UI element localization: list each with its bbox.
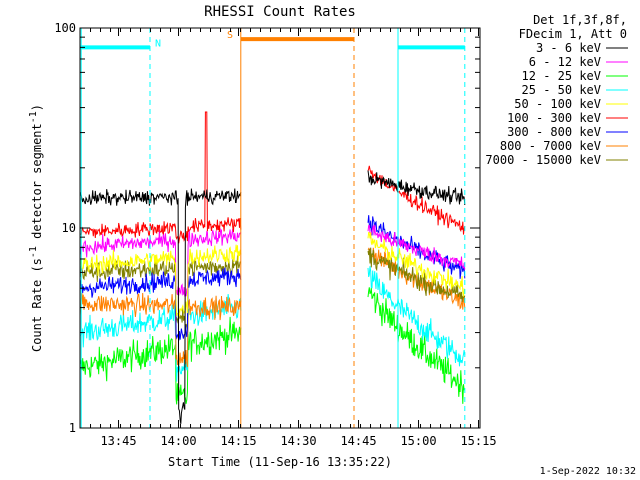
y-axis-label-end: ) (30, 104, 44, 111)
series-line-2-seg-0 (79, 316, 242, 405)
legend-label-2: 12 - 25 keV (522, 69, 601, 83)
series-8 (79, 247, 466, 330)
legend-label-5: 100 - 300 keV (507, 111, 601, 125)
timestamp: 1-Sep-2022 10:32 (540, 466, 636, 477)
annotation-label-1: S (227, 30, 233, 41)
x-tick-label: 15:15 (460, 434, 496, 448)
legend-label-1: 6 - 12 keV (529, 55, 601, 69)
y-axis-label-sup2: -1 (28, 111, 39, 123)
series-4 (79, 231, 466, 317)
x-tick-label: 13:45 (100, 434, 136, 448)
chart-title: RHESSI Count Rates (204, 4, 356, 20)
annotation-label-0: N (155, 38, 161, 49)
legend-label-3: 25 - 50 keV (522, 83, 601, 97)
x-tick-label: 14:30 (280, 434, 316, 448)
y-axis-label-main: Count Rate (s (30, 258, 44, 352)
series-line-8-seg-0 (79, 255, 242, 330)
series-line-5-seg-0 (79, 111, 242, 244)
legend-label-6: 300 - 800 keV (507, 125, 601, 139)
legend-header-1: FDecim 1, Att 0 (519, 27, 627, 41)
series-2 (79, 287, 465, 405)
axis-layer: 13:45 14:00 14:15 14:30 14:45 15:00 15:15 1 10 10… (54, 21, 496, 448)
series-line-0-seg-0 (79, 188, 242, 424)
series-line-1-seg-0 (79, 228, 242, 297)
legend-label-4: 50 - 100 keV (514, 97, 601, 111)
legend-label-7: 800 - 7000 keV (500, 139, 601, 153)
legend-label-0: 3 - 6 keV (536, 41, 601, 55)
series-line-7-seg-0 (79, 292, 242, 368)
x-tick-label: 15:00 (400, 434, 436, 448)
series-line-1-seg-1 (367, 224, 466, 270)
series-line-4-seg-1 (367, 231, 466, 297)
legend-label-8: 7000 - 15000 keV (485, 153, 601, 167)
series-line-6-seg-1 (367, 215, 466, 279)
y-tick-label: 100 (54, 21, 76, 35)
y-axis-label-sup: -1 (28, 246, 39, 258)
series-line-4-seg-0 (79, 244, 242, 317)
y-tick-label: 10 (62, 221, 76, 235)
y-axis-label: Count Rate (s-1 detector segment-1) (28, 104, 44, 352)
series-line-3-seg-1 (367, 266, 466, 367)
series-line-8-seg-1 (367, 247, 466, 302)
y-tick-label: 1 (69, 421, 76, 435)
series-1 (79, 224, 466, 297)
x-axis-label: Start Time (11-Sep-16 13:35:22) (168, 455, 392, 469)
series-line-2-seg-1 (367, 287, 465, 404)
x-tick-label: 14:00 (160, 434, 196, 448)
y-axis-label-tail: detector segment (30, 123, 44, 246)
series-0 (79, 170, 466, 424)
series-layer (79, 111, 466, 424)
x-tick-label: 14:45 (340, 434, 376, 448)
legend-header-0: Det 1f,3f,8f, (533, 13, 627, 27)
series-line-0-seg-1 (367, 170, 466, 206)
series-6 (79, 215, 466, 341)
x-tick-label: 14:15 (220, 434, 256, 448)
series-line-6-seg-0 (79, 267, 242, 341)
